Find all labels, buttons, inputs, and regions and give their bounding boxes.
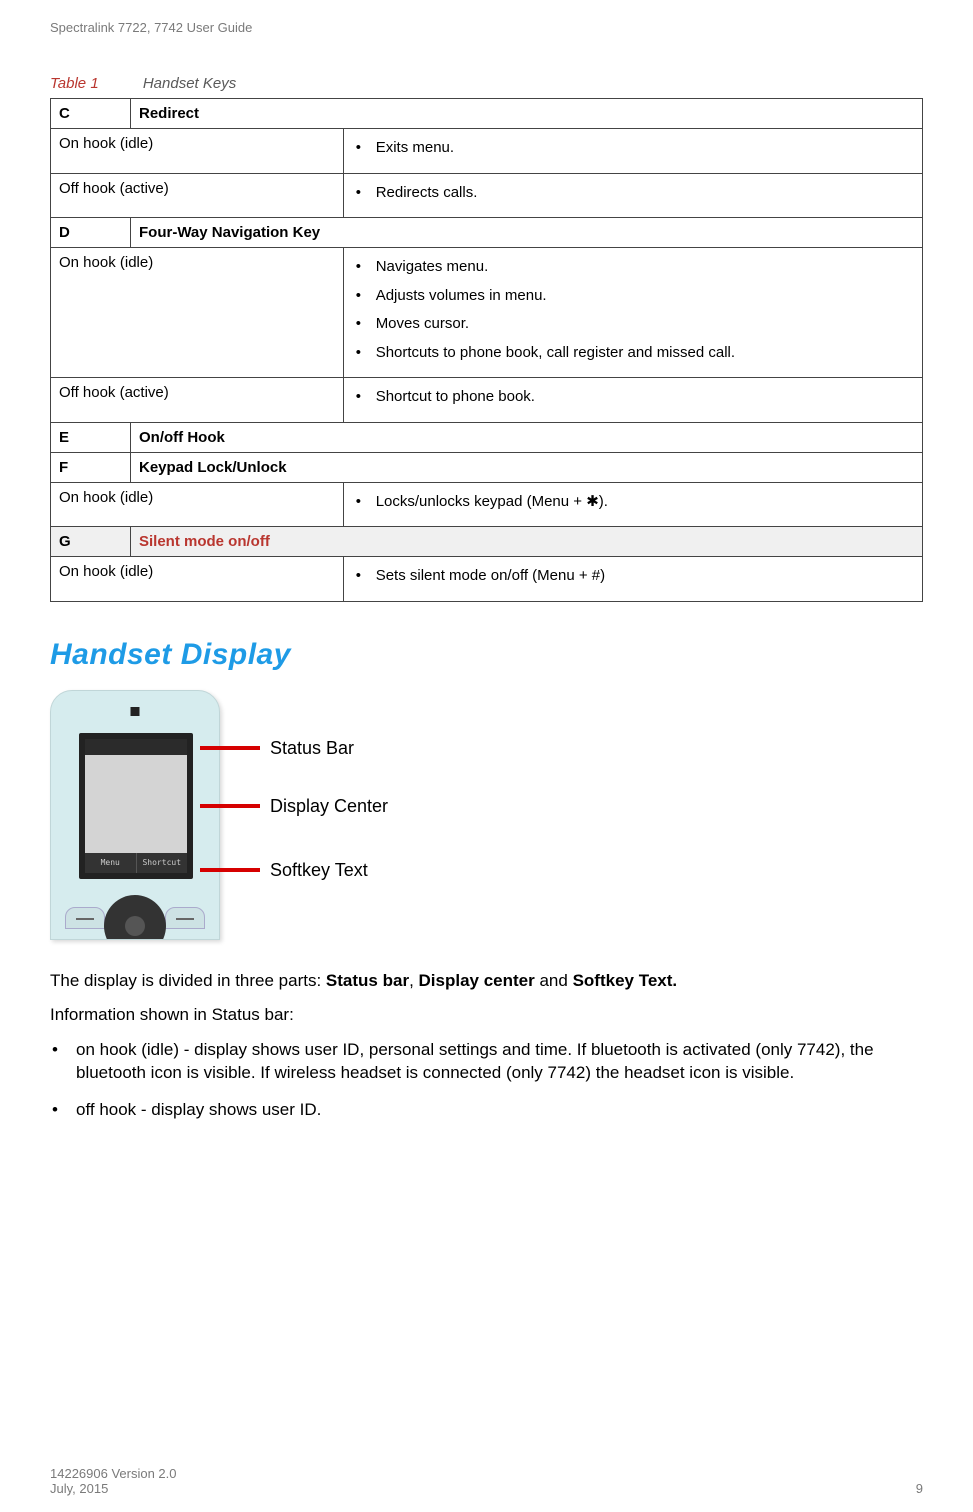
callout-label: Softkey Text [260,860,368,881]
callout-status-bar: Status Bar [230,738,354,759]
list-item: Sets silent mode on/off (Menu + #) [352,566,914,586]
table-number: Table 1 [50,75,139,92]
table-caption: Table 1 Handset Keys [50,75,923,92]
screen-center [85,755,187,853]
d-idle-state: On hook (idle) [51,248,344,378]
screen-status-bar [85,739,187,755]
screen-softkey-row: Menu Shortcut [85,853,187,873]
nav-pad [104,895,166,940]
list-item: Redirects calls. [352,183,914,203]
d-idle-actions: Navigates menu. Adjusts volumes in menu.… [343,248,922,378]
phone-buttons [51,889,219,939]
list-item: Locks/unlocks keypad (Menu + ✱). [352,492,914,512]
callout-line [200,804,260,808]
key-e-name: On/off Hook [131,422,923,452]
callout-softkey-text: Softkey Text [230,860,368,881]
key-e-cell: E [51,422,131,452]
key-c-name: Redirect [131,99,923,129]
g-idle-state: On hook (idle) [51,557,344,602]
callout-label: Display Center [260,796,388,817]
list-item: Adjusts volumes in menu. [352,286,914,306]
list-item: off hook - display shows user ID. [50,1099,923,1122]
handset-keys-table: C Redirect On hook (idle) Exits menu. Of… [50,98,923,602]
intro-paragraph: The display is divided in three parts: S… [50,970,923,993]
callout-label: Status Bar [260,738,354,759]
list-item: Moves cursor. [352,314,914,334]
phone-illustration: Menu Shortcut [50,690,220,940]
page-number: 9 [916,1481,923,1496]
status-bar-info-heading: Information shown in Status bar: [50,1004,923,1027]
section-heading: Handset Display [50,638,923,672]
right-softkey-button [165,907,205,929]
key-c-cell: C [51,99,131,129]
f-idle-state: On hook (idle) [51,482,344,527]
g-idle-actions: Sets silent mode on/off (Menu + #) [343,557,922,602]
f-idle-actions: Locks/unlocks keypad (Menu + ✱). [343,482,922,527]
list-item: Navigates menu. [352,257,914,277]
handset-display-diagram: Menu Shortcut Status Bar Display Center [50,690,923,940]
list-item: Exits menu. [352,138,914,158]
d-active-actions: Shortcut to phone book. [343,378,922,423]
key-g-name: Silent mode on/off [131,527,923,557]
body-text: The display is divided in three parts: S… [50,970,923,1123]
callout-line [200,868,260,872]
callout-line [200,746,260,750]
callouts: Status Bar Display Center Softkey Text [230,690,490,940]
doc-header: Spectralink 7722, 7742 User Guide [50,20,923,35]
left-softkey-button [65,907,105,929]
c-idle-state: On hook (idle) [51,129,344,174]
footer-left: 14226906 Version 2.0 July, 2015 [50,1466,177,1496]
c-idle-actions: Exits menu. [343,129,922,174]
phone-screen: Menu Shortcut [79,733,193,879]
key-d-name: Four-Way Navigation Key [131,218,923,248]
key-g-cell: G [51,527,131,557]
softkey-left-label: Menu [85,853,137,873]
list-item: Shortcuts to phone book, call register a… [352,343,914,363]
list-item: Shortcut to phone book. [352,387,914,407]
d-active-state: Off hook (active) [51,378,344,423]
list-item: on hook (idle) - display shows user ID, … [50,1039,923,1085]
c-active-actions: Redirects calls. [343,173,922,218]
speaker-icon [131,707,140,716]
key-f-cell: F [51,452,131,482]
callout-display-center: Display Center [230,796,388,817]
key-f-name: Keypad Lock/Unlock [131,452,923,482]
page-footer: 14226906 Version 2.0 July, 2015 9 [50,1466,923,1496]
key-d-cell: D [51,218,131,248]
c-active-state: Off hook (active) [51,173,344,218]
table-name: Handset Keys [143,75,236,92]
softkey-right-label: Shortcut [137,853,188,873]
